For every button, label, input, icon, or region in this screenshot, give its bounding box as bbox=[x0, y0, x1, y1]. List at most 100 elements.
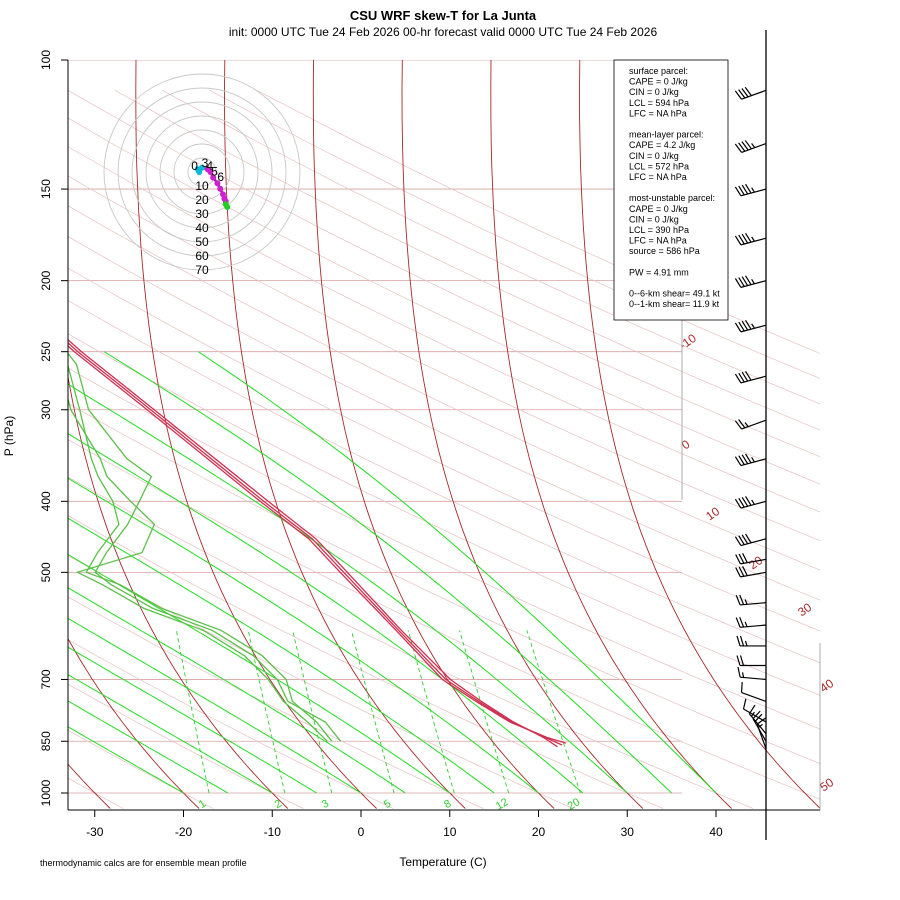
barb-flag bbox=[745, 453, 752, 464]
barb-flag bbox=[734, 498, 742, 509]
chart-title: CSU WRF skew-T for La Junta bbox=[350, 8, 537, 23]
isotherm-line bbox=[135, 60, 377, 809]
wind-barb bbox=[734, 533, 767, 547]
dewpoint-profile-line bbox=[68, 363, 333, 742]
wind-barb bbox=[734, 419, 767, 430]
barb-shaft bbox=[740, 188, 767, 197]
wind-barb bbox=[735, 594, 767, 606]
barb-flag bbox=[748, 704, 756, 715]
dry-adiabat-line bbox=[68, 300, 820, 664]
hodograph-point bbox=[210, 174, 217, 181]
wind-barb bbox=[737, 666, 767, 681]
barb-shaft bbox=[740, 602, 767, 606]
info-box-line: LCL = 572 hPa bbox=[629, 161, 689, 171]
barb-half-flag bbox=[751, 279, 755, 285]
barb-flag bbox=[745, 371, 752, 381]
barb-half-flag bbox=[744, 599, 748, 605]
barb-flag bbox=[744, 86, 752, 97]
barb-shaft bbox=[741, 89, 767, 100]
hodograph-ring-label: 50 bbox=[195, 235, 209, 249]
wind-barb bbox=[756, 717, 767, 749]
wind-barb bbox=[734, 232, 767, 246]
hodograph-ring-label: 30 bbox=[195, 207, 209, 221]
barb-half-flag bbox=[744, 422, 749, 428]
barb-half-flag bbox=[751, 457, 755, 463]
dry-adiabat-line bbox=[68, 367, 820, 730]
barb-half-flag bbox=[741, 672, 745, 678]
x-tick-label: 40 bbox=[709, 825, 723, 839]
mixing-ratio-label: 3 bbox=[320, 798, 331, 811]
barb-shaft bbox=[740, 624, 767, 628]
isotherm-line bbox=[68, 637, 200, 809]
barb-flag bbox=[741, 141, 749, 151]
barb-half-flag bbox=[757, 723, 763, 729]
moist-adiabat-line bbox=[68, 673, 273, 794]
dry-adiabat-line bbox=[68, 117, 820, 485]
wind-barb bbox=[735, 617, 767, 628]
mixing-ratio-label: 20 bbox=[566, 796, 583, 813]
dry-adiabat-line bbox=[68, 729, 214, 809]
info-box-line: most-unstable parcel: bbox=[629, 193, 715, 203]
dry-adiabat-line bbox=[68, 90, 820, 458]
isotherm-line bbox=[224, 60, 466, 809]
info-box-line: LFC = NA hPa bbox=[629, 172, 687, 182]
barb-flag bbox=[741, 276, 749, 286]
barb-flag bbox=[741, 371, 749, 382]
barb-flag bbox=[741, 320, 749, 331]
moist-adiabat-line bbox=[197, 351, 717, 794]
chart-subtitle: init: 0000 UTC Tue 24 Feb 2026 00-hr for… bbox=[229, 25, 658, 39]
isotherm-label: 10 bbox=[703, 504, 722, 523]
x-tick-label: -20 bbox=[175, 825, 193, 839]
barb-flag bbox=[754, 713, 763, 723]
barb-flag bbox=[738, 566, 745, 577]
wind-barb bbox=[734, 496, 767, 509]
dry-adiabat-line bbox=[68, 267, 820, 632]
barb-flag bbox=[734, 90, 743, 100]
barb-shaft bbox=[740, 458, 767, 467]
hodograph-ring-label: 10 bbox=[195, 179, 209, 193]
dewpoint-profile-line bbox=[68, 352, 342, 742]
info-box-line: surface parcel: bbox=[629, 66, 688, 76]
mixing-ratio-line bbox=[292, 630, 333, 794]
mixing-ratio-line bbox=[407, 630, 455, 794]
barb-flag bbox=[734, 536, 742, 546]
barb-flag bbox=[740, 682, 743, 693]
dry-adiabat-line bbox=[68, 639, 394, 809]
isotherm-line bbox=[68, 374, 289, 809]
dry-adiabat-line bbox=[68, 205, 820, 571]
hodograph-ring bbox=[173, 143, 231, 201]
dry-adiabat-line bbox=[68, 402, 820, 764]
temperature-profile-line bbox=[68, 345, 567, 744]
temperature-profile-line bbox=[68, 338, 558, 748]
info-box-line: CAPE = 4.2 J/kg bbox=[629, 140, 695, 150]
barb-flag bbox=[739, 594, 745, 605]
barb-half-flag bbox=[751, 187, 755, 193]
barb-shaft bbox=[756, 724, 767, 749]
wind-barb bbox=[734, 86, 767, 100]
info-box-line: PW = 4.91 mm bbox=[629, 267, 689, 277]
barb-shaft bbox=[740, 375, 767, 384]
dry-adiabat-line bbox=[68, 175, 820, 542]
barb-flag bbox=[741, 88, 749, 98]
barb-flag bbox=[738, 419, 746, 429]
barb-flag bbox=[734, 322, 742, 333]
isotherm-label: 30 bbox=[795, 600, 814, 619]
barb-flag bbox=[739, 655, 745, 666]
dry-adiabat-line bbox=[209, 89, 820, 379]
barb-flag bbox=[745, 496, 752, 506]
info-box-line: 0--1-km shear= 11.9 kt bbox=[629, 299, 720, 309]
barb-flag bbox=[738, 535, 745, 545]
y-axis-label: P (hPa) bbox=[2, 416, 16, 456]
barb-half-flag bbox=[751, 236, 755, 242]
hodograph-ring bbox=[145, 115, 259, 229]
barb-flag bbox=[734, 186, 742, 197]
x-tick-label: 10 bbox=[443, 825, 457, 839]
hodograph-point bbox=[207, 169, 214, 175]
moist-adiabat-line bbox=[68, 726, 184, 794]
barb-flag bbox=[735, 595, 741, 606]
barb-flag bbox=[738, 372, 745, 383]
y-tick-label: 300 bbox=[39, 399, 53, 419]
info-box-line: LCL = 594 hPa bbox=[629, 98, 689, 108]
hodograph-point-label: 6 bbox=[217, 170, 224, 184]
isotherm-label: 0 bbox=[679, 437, 693, 452]
